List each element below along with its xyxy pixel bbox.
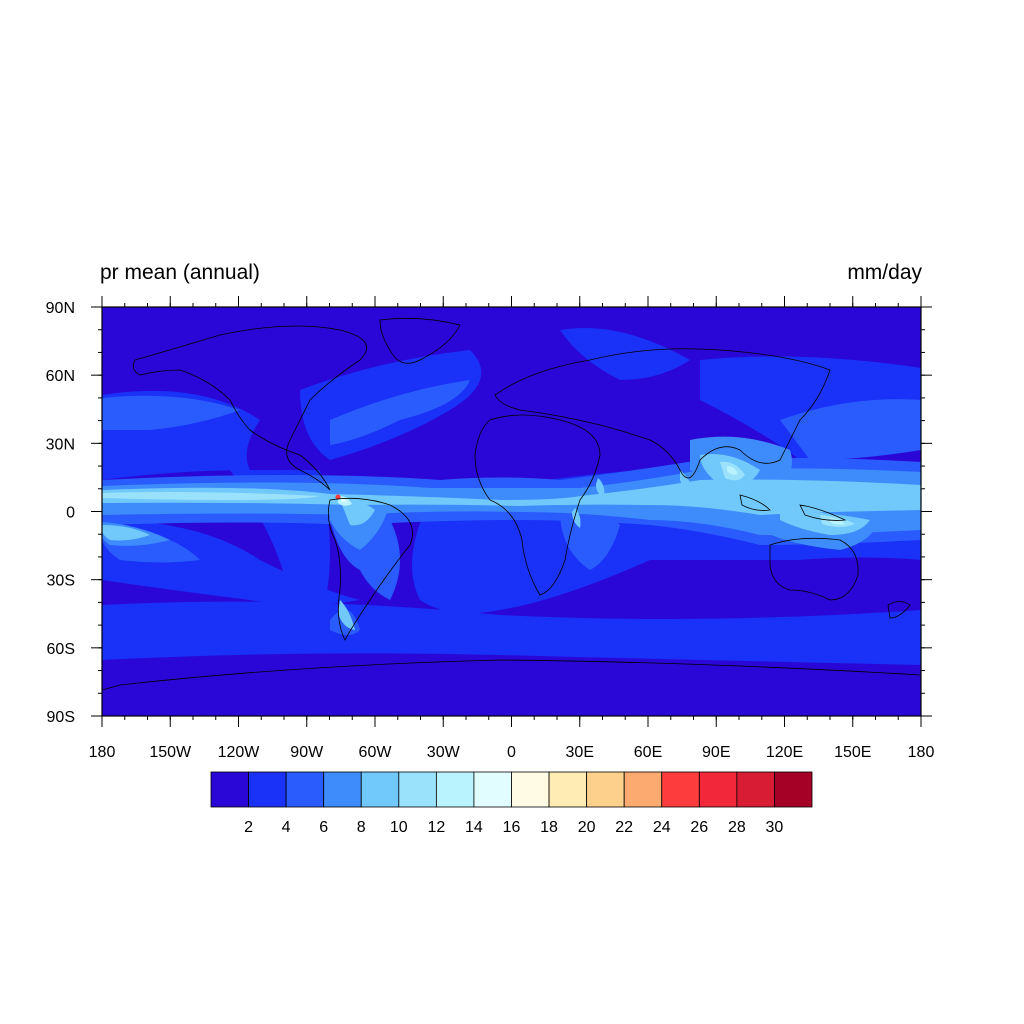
colorbar-level-label: 4	[282, 819, 291, 836]
units-title: mm/day	[847, 261, 922, 284]
lat-tick-label: 30S	[47, 573, 75, 590]
colorbar-level-label: 6	[319, 819, 328, 836]
lat-tick-label: 90S	[47, 709, 75, 726]
colorbar-box	[285, 771, 325, 808]
lat-tick-label: 0	[66, 505, 75, 522]
colorbar	[210, 771, 813, 808]
colorbar-level-label: 16	[503, 819, 521, 836]
colorbar-box	[511, 771, 550, 808]
left-title: pr mean (annual)	[100, 261, 260, 284]
lon-tick-label: 60W	[359, 744, 393, 761]
colorbar-level-label: 14	[465, 819, 483, 836]
lat-tick-label: 30N	[46, 436, 75, 453]
colorbar-labels: 2 4 6 8 10 12 14 16 18 20 22 24 26 28 30	[244, 819, 783, 836]
colorbar-level-label: 22	[615, 819, 633, 836]
lon-tick-label: 120W	[218, 744, 261, 761]
colorbar-box	[736, 771, 775, 808]
colorbar-box	[623, 771, 663, 808]
lon-tick-label: 60E	[634, 744, 662, 761]
colorbar-level-label: 26	[690, 819, 708, 836]
lon-tick-label: 180	[89, 744, 116, 761]
colorbar-level-label: 30	[766, 819, 784, 836]
lon-tick-label: 150W	[149, 744, 192, 761]
colorbar-box	[698, 771, 738, 808]
colorbar-box	[473, 771, 512, 808]
colorbar-level-label: 20	[578, 819, 596, 836]
axis-ticks	[91, 296, 932, 727]
lat-tick-label: 60N	[46, 368, 75, 385]
lon-tick-label: 30E	[566, 744, 594, 761]
lon-tick-label: 90W	[290, 744, 324, 761]
colorbar-level-label: 24	[653, 819, 671, 836]
colorbar-box	[661, 771, 700, 808]
colorbar-level-label: 28	[728, 819, 746, 836]
colorbar-level-label: 18	[540, 819, 558, 836]
colorbar-box	[360, 771, 400, 808]
colorbar-box	[586, 771, 625, 808]
colorbar-level-label: 8	[357, 819, 366, 836]
colorbar-level-label: 2	[244, 819, 253, 836]
colorbar-box	[435, 771, 475, 808]
axis-tick-labels: 180 150W 120W 90W 60W 30W 0 30E 60E 90E 120E 150E 18…	[46, 300, 935, 761]
precip-field	[102, 307, 921, 716]
lon-tick-label: 30W	[427, 744, 461, 761]
lon-tick-label: 150E	[834, 744, 871, 761]
colorbar-box	[210, 771, 249, 808]
lon-tick-label: 0	[507, 744, 516, 761]
coastlines	[102, 317, 921, 716]
colorbar-box	[774, 771, 813, 808]
lon-tick-label: 180	[908, 744, 935, 761]
colorbar-box	[548, 771, 588, 808]
lon-tick-label: 90E	[702, 744, 730, 761]
colorbar-box	[323, 771, 362, 808]
lat-tick-label: 90N	[46, 300, 75, 317]
lon-tick-label: 120E	[766, 744, 803, 761]
colorbar-box	[398, 771, 437, 808]
colorbar-level-label: 12	[427, 819, 445, 836]
colorbar-level-label: 10	[390, 819, 408, 836]
lat-tick-label: 60S	[47, 641, 75, 658]
colorbar-box	[248, 771, 287, 808]
